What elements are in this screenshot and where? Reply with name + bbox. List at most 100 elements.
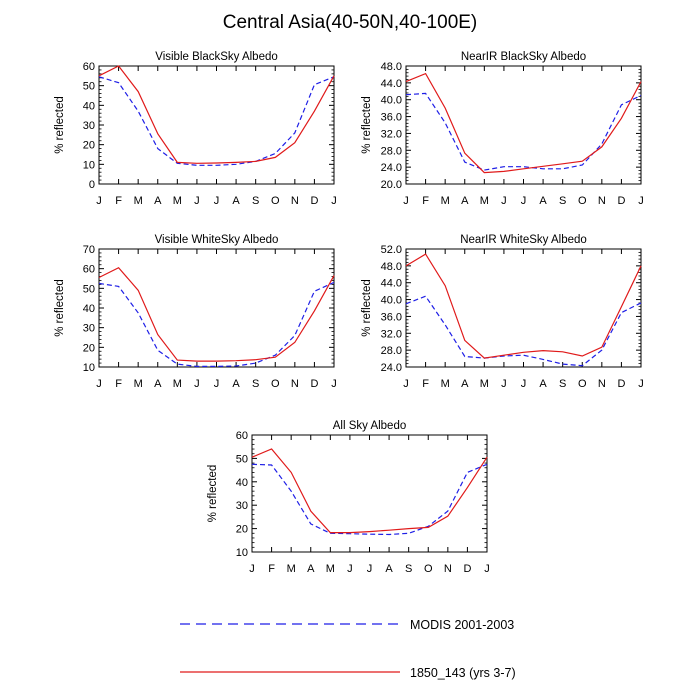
x-tick-label: F (115, 378, 122, 390)
x-tick-label: A (307, 563, 315, 575)
series-line-model (405, 253, 642, 359)
series-line-model (98, 65, 335, 164)
x-tick-label: A (539, 378, 547, 390)
y-tick-label: 40 (83, 100, 95, 112)
x-tick-label: S (405, 563, 412, 575)
x-tick-label: J (638, 195, 644, 207)
x-tick-label: N (291, 195, 299, 207)
y-axis-label: % reflected (54, 279, 66, 337)
y-axis-label: % reflected (361, 279, 373, 337)
x-tick-label: N (444, 563, 452, 575)
x-tick-label: N (598, 195, 606, 207)
x-tick-label: O (578, 195, 587, 207)
x-tick-label: J (367, 563, 373, 575)
x-tick-label: S (252, 195, 259, 207)
x-tick-label: J (501, 378, 507, 390)
x-tick-label: J (331, 195, 337, 207)
y-tick-label: 20.0 (381, 179, 402, 191)
y-tick-label: 50 (83, 283, 95, 295)
panel-title: Visible BlackSky Albedo (155, 51, 278, 63)
y-tick-label: 10 (236, 547, 248, 559)
series-line-model (98, 266, 335, 362)
x-tick-label: J (484, 563, 490, 575)
x-tick-label: J (194, 378, 200, 390)
x-tick-label: J (403, 195, 409, 207)
y-tick-label: 30 (83, 120, 95, 132)
y-tick-label: 10 (83, 159, 95, 171)
series-line-model (405, 72, 642, 174)
x-tick-label: N (291, 378, 299, 390)
chart-panels: Visible BlackSky Albedo % reflected 0 10 20 3… (54, 51, 644, 575)
x-tick-label: F (268, 563, 275, 575)
x-tick-label: F (422, 378, 429, 390)
series-line-modis (405, 92, 642, 171)
x-tick-label: M (134, 195, 143, 207)
x-tick-label: S (252, 378, 259, 390)
y-tick-label: 32.0 (381, 328, 402, 340)
y-tick-label: 60 (236, 430, 248, 442)
x-tick-label: J (249, 563, 255, 575)
x-tick-label: J (214, 378, 220, 390)
x-tick-label: A (539, 195, 547, 207)
y-tick-label: 44.0 (381, 278, 402, 290)
panel-nir-white: NearIR WhiteSky Albedo % reflected 24.0 28.… (361, 234, 644, 390)
series-line-modis (98, 76, 335, 166)
x-tick-label: J (638, 378, 644, 390)
x-tick-label: S (559, 195, 566, 207)
x-tick-label: J (347, 563, 353, 575)
y-axis-label: % reflected (54, 96, 66, 154)
x-tick-label: M (134, 378, 143, 390)
y-tick-label: 48.0 (381, 261, 402, 273)
panel-title: NearIR WhiteSky Albedo (460, 234, 587, 246)
y-tick-label: 40 (83, 303, 95, 315)
x-tick-label: J (331, 378, 337, 390)
x-tick-label: A (232, 195, 240, 207)
y-tick-label: 40.0 (381, 95, 402, 107)
y-tick-label: 52.0 (381, 244, 402, 256)
x-tick-label: D (617, 378, 625, 390)
y-tick-label: 50 (83, 81, 95, 93)
x-tick-label: M (441, 195, 450, 207)
y-tick-label: 60 (83, 264, 95, 276)
y-tick-label: 50 (236, 453, 248, 465)
y-tick-label: 40 (236, 477, 248, 489)
y-tick-label: 36.0 (381, 311, 402, 323)
x-tick-label: A (461, 378, 469, 390)
panel-vis-black: Visible BlackSky Albedo % reflected 0 10 20 3… (54, 51, 337, 207)
series-line-modis (251, 463, 488, 536)
y-tick-label: 28.0 (381, 345, 402, 357)
x-tick-label: A (232, 378, 240, 390)
y-tick-label: 20 (236, 524, 248, 536)
y-tick-label: 24.0 (381, 162, 402, 174)
y-tick-label: 40.0 (381, 295, 402, 307)
panel-title: NearIR BlackSky Albedo (461, 51, 586, 63)
y-tick-label: 36.0 (381, 112, 402, 124)
x-tick-label: J (501, 195, 507, 207)
x-tick-label: S (559, 378, 566, 390)
plot-frame (405, 248, 642, 368)
plot-frame (405, 65, 642, 185)
y-tick-label: 70 (83, 244, 95, 256)
legend-modis-label: MODIS 2001-2003 (410, 618, 514, 632)
x-tick-label: A (154, 195, 162, 207)
x-tick-label: A (154, 378, 162, 390)
x-tick-label: F (115, 195, 122, 207)
y-axis-label: % reflected (361, 96, 373, 154)
y-tick-label: 30 (83, 323, 95, 335)
y-tick-label: 20 (83, 342, 95, 354)
x-tick-label: J (521, 378, 527, 390)
legend: MODIS 2001-2003 1850_143 (yrs 3-7) (180, 618, 516, 680)
y-tick-label: 20 (83, 140, 95, 152)
x-tick-label: J (214, 195, 220, 207)
x-tick-label: O (271, 378, 280, 390)
y-tick-label: 32.0 (381, 128, 402, 140)
x-tick-label: M (480, 378, 489, 390)
x-tick-label: M (480, 195, 489, 207)
series-line-modis (98, 281, 335, 367)
panel-title: Visible WhiteSky Albedo (155, 234, 279, 246)
plot-frame (98, 248, 335, 368)
y-tick-label: 30 (236, 500, 248, 512)
panel-nir-black: NearIR BlackSky Albedo % reflected 20.0 24.… (361, 51, 644, 207)
x-tick-label: O (424, 563, 433, 575)
